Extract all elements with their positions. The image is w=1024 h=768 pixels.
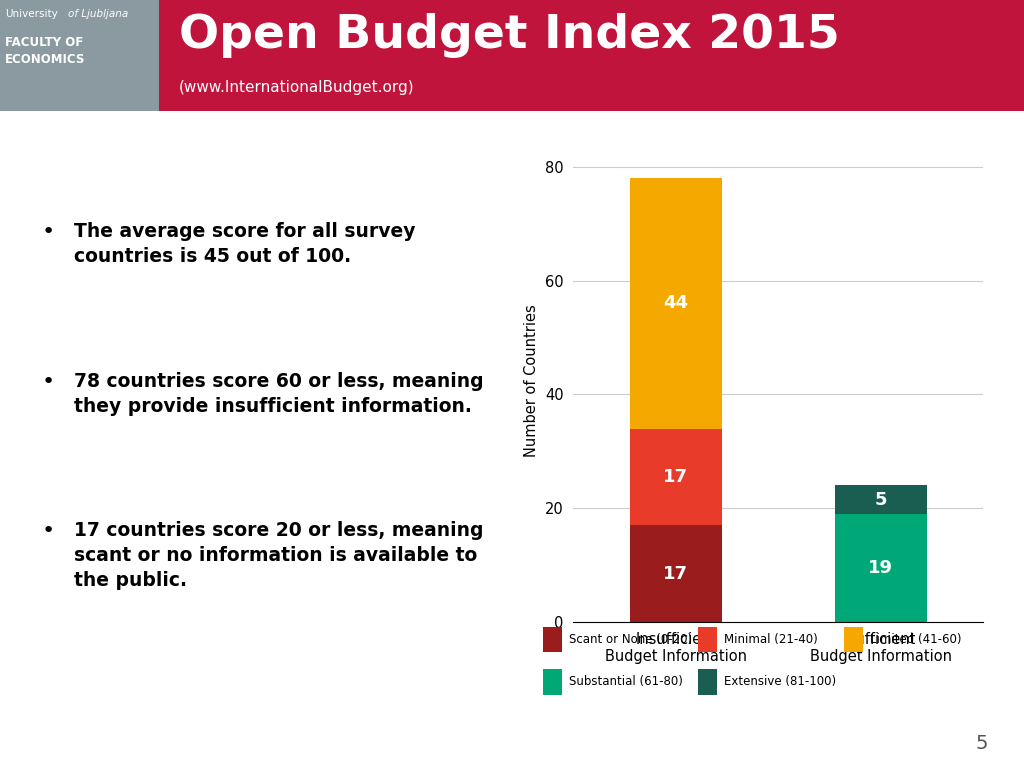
FancyBboxPatch shape <box>844 627 863 652</box>
Text: 17 countries score 20 or less, meaning
scant or no information is available to
t: 17 countries score 20 or less, meaning s… <box>74 521 483 590</box>
Text: University: University <box>5 9 58 19</box>
Text: (www.InternationalBudget.org): (www.InternationalBudget.org) <box>179 80 415 95</box>
FancyBboxPatch shape <box>159 0 1024 111</box>
Text: 44: 44 <box>664 294 688 313</box>
FancyBboxPatch shape <box>0 0 159 111</box>
FancyBboxPatch shape <box>543 669 561 694</box>
Text: Extensive (81-100): Extensive (81-100) <box>724 676 837 688</box>
Text: Open Budget Index 2015: Open Budget Index 2015 <box>179 13 840 58</box>
Text: Minimal (21-40): Minimal (21-40) <box>724 634 818 646</box>
Text: 5: 5 <box>976 733 988 753</box>
Text: 5: 5 <box>874 491 887 508</box>
FancyBboxPatch shape <box>543 627 561 652</box>
FancyBboxPatch shape <box>698 627 717 652</box>
Text: of Ljubljana: of Ljubljana <box>68 9 128 19</box>
FancyBboxPatch shape <box>698 669 717 694</box>
Text: •: • <box>42 521 55 541</box>
Text: 17: 17 <box>664 564 688 583</box>
Y-axis label: Number of Countries: Number of Countries <box>524 304 540 456</box>
Text: •: • <box>42 223 55 243</box>
Bar <box>630 525 722 622</box>
Text: Scant or None (0-20): Scant or None (0-20) <box>568 634 692 646</box>
Text: 78 countries score 60 or less, meaning
they provide insufficient information.: 78 countries score 60 or less, meaning t… <box>74 372 483 415</box>
Text: 17: 17 <box>664 468 688 486</box>
Text: 19: 19 <box>868 559 893 577</box>
Bar <box>835 485 927 514</box>
Bar <box>835 514 927 622</box>
Text: The average score for all survey
countries is 45 out of 100.: The average score for all survey countri… <box>74 223 415 266</box>
Text: Limited (41-60): Limited (41-60) <box>870 634 962 646</box>
Bar <box>630 178 722 429</box>
Bar <box>630 429 722 525</box>
Text: Substantial (61-80): Substantial (61-80) <box>568 676 683 688</box>
Text: FACULTY OF
ECONOMICS: FACULTY OF ECONOMICS <box>5 35 85 65</box>
Text: •: • <box>42 372 55 392</box>
